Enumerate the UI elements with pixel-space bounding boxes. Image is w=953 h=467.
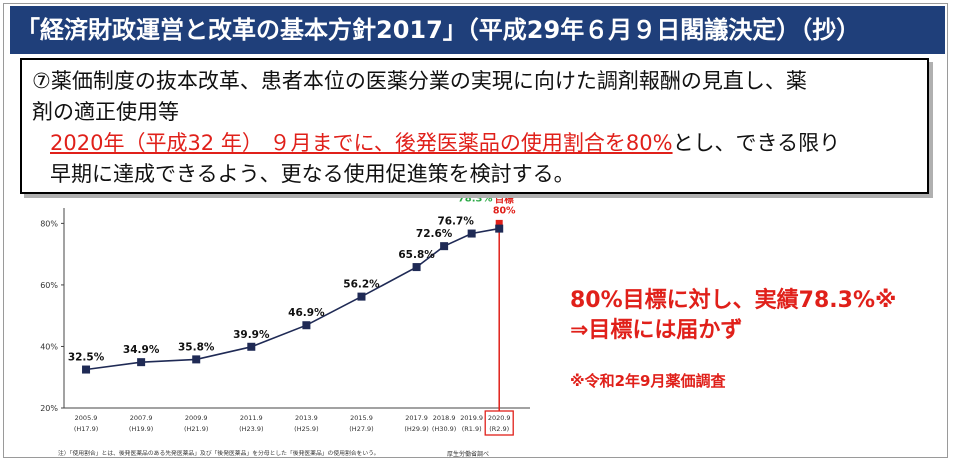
generic-usage-chart: 20% 40% 60% 80% 2005.9 (H17.9) 2007.9 (H19.9) 20… [0,193,560,463]
chart-svg: 20% 40% 60% 80% 2005.9 (H17.9) 2007.9 (H19.9) 20… [40,193,530,458]
y-tick-label: 80% [40,219,58,228]
data-point [137,358,146,367]
x-tick-label: 2005.9 [75,414,98,422]
x-tick-label: 2015.9 [350,414,373,422]
x-tick-sublabel: (R1.9) [462,425,482,433]
data-point [247,342,256,351]
series-line [85,227,500,371]
target-marker [495,219,503,227]
policy-target-highlight: 2020年（平成32 年） ９月までに、後発医薬品の使用割合を80% [50,131,673,155]
x-tick-label: 2020.9 [488,414,511,422]
y-tick-label: 20% [40,404,58,413]
x-tick-sublabel: (H19.9) [129,425,153,433]
data-label: 72.6% [416,228,453,240]
policy-line-4: 早期に達成できるよう、更なる使用促進策を検討する。 [50,162,575,186]
x-tick-sublabel: (H23.9) [239,425,263,433]
x-tick-label: 2011.9 [240,414,263,422]
y-tick-label: 40% [40,342,58,351]
x-tick-sublabel: (H27.9) [349,425,373,433]
data-label: 39.9% [233,329,270,341]
result-callout: 80%目標に対し、実績78.3%※ ⇒目標には届かず ※令和2年9月薬価調査 [570,286,950,391]
chart-footnote: 注）「使用割合」とは、後発医薬品のある先発医薬品」及び「後発医薬品」を分母とした… [58,449,379,457]
data-point [82,365,91,374]
data-label: 35.8% [178,341,215,353]
x-tick-sublabel: (H25.9) [294,425,318,433]
policy-line-3-rest: とし、できる限り [672,131,841,155]
policy-line-2: 剤の適正使用等 [32,100,179,124]
x-tick-label: 2013.9 [295,414,318,422]
data-label: 76.7% [437,216,474,228]
policy-excerpt-box: ⑦薬価制度の抜本改革、患者本位の医薬分業の実現に向けた調剤報酬の見直し、薬 剤の… [20,58,929,194]
result-conclusion: ⇒目標には届かず [570,318,743,343]
data-point [412,263,421,272]
x-tick-sublabel: (H29.9) [404,425,428,433]
x-tick-sublabel: (H17.9) [74,425,98,433]
chart-source: 厚生労働省調べ [447,450,489,458]
y-tick-label: 60% [40,281,58,290]
x-tick-sublabel: (R2.9) [489,425,509,433]
data-point [302,321,311,330]
result-message: 80%目標に対し、実績78.3%※ [570,288,897,313]
data-point [495,224,504,233]
data-point [467,229,476,238]
x-tick-label: 2018.9 [433,414,456,422]
policy-line-1: ⑦薬価制度の抜本改革、患者本位の医薬分業の実現に向けた調剤報酬の見直し、薬 [32,69,807,93]
x-tick-label: 2007.9 [130,414,153,422]
data-label: 46.9% [288,307,325,319]
data-label: 34.9% [123,344,160,356]
data-point [440,242,449,251]
target-label: 目標 [495,198,515,205]
data-label: 32.5% [68,352,105,364]
policy-line-3: 2020年（平成32 年） ９月までに、後発医薬品の使用割合を80%とし、できる… [32,128,917,159]
survey-note: ※令和2年9月薬価調査 [570,372,726,390]
data-label: 56.2% [343,279,380,291]
target-value-label: 80% [493,205,516,216]
x-tick-label: 2009.9 [185,414,208,422]
data-label-latest: 78.3% [458,198,493,204]
data-point [357,292,366,301]
x-tick-label: 2017.9 [405,414,428,422]
data-point [192,355,201,364]
x-tick-label: 2019.9 [460,414,483,422]
data-label: 65.8% [398,249,435,261]
slide-frame [3,3,948,458]
x-tick-sublabel: (H30.9) [432,425,456,433]
slide-title: 「経済財政運営と改革の基本方針2017」（平成29年６月９日閣議決定）（抄） [10,6,945,54]
x-tick-sublabel: (H21.9) [184,425,208,433]
